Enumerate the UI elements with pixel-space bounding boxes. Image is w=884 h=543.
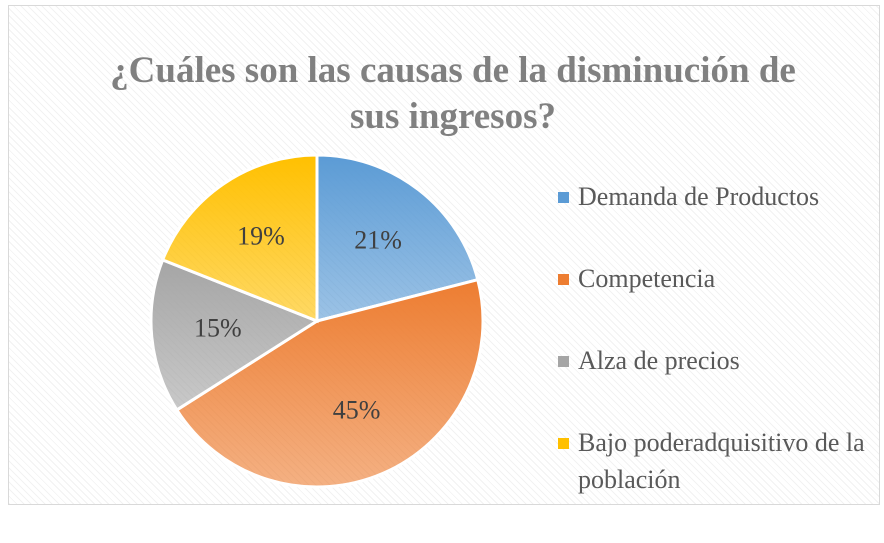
legend-label: Competencia [578, 264, 716, 293]
data-label: 45% [333, 395, 381, 424]
pie-slice [149, 257, 321, 413]
chart: 21% 45% 15% 19% [149, 153, 485, 489]
legend-swatch [558, 356, 569, 367]
pie-slice [174, 277, 485, 489]
legend-item: Bajo poderadquisitivo de la población [556, 424, 876, 498]
data-label: 21% [354, 225, 402, 254]
pie-slice [315, 153, 480, 323]
legend-item: Competencia [556, 260, 876, 297]
legend-swatch [558, 438, 569, 449]
legend: Demanda de Productos Competencia Alza de p… [556, 178, 876, 543]
legend-label: Alza de precios [578, 346, 740, 375]
legend-item: Alza de precios [556, 342, 876, 379]
legend-item: Demanda de Productos [556, 178, 876, 215]
data-label: 19% [237, 222, 285, 251]
legend-swatch [558, 192, 569, 203]
chart-title: ¿Cuáles son las causas de la disminución… [110, 50, 796, 137]
legend-swatch [558, 274, 569, 285]
legend-label: Demanda de Productos [578, 182, 820, 211]
data-label: 15% [194, 313, 242, 342]
legend-label: Bajo poderadquisitivo de la población [578, 428, 865, 494]
pie-slice [160, 153, 319, 324]
